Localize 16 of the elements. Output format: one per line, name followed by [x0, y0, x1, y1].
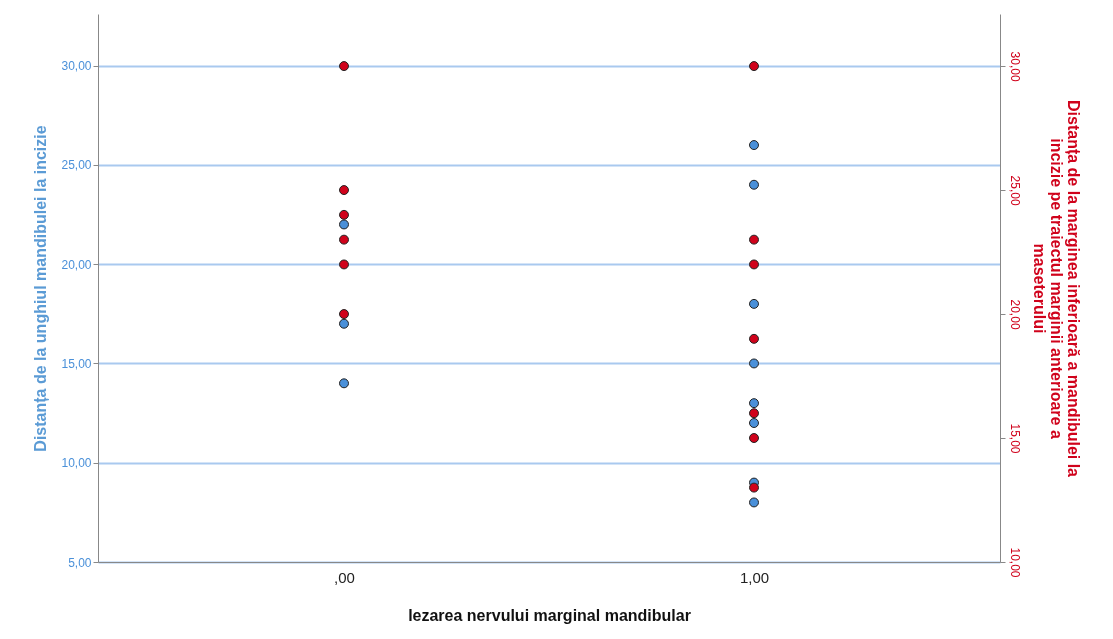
x-tick-label: ,00 — [334, 568, 355, 586]
y-tick-label: 5,00 — [68, 555, 92, 570]
y2-tick-label: 25,00 — [1007, 175, 1022, 206]
y-tick-label: 25,00 — [61, 158, 92, 173]
y2-tick-label: 10,00 — [1007, 547, 1022, 578]
y2-tick-label: 30,00 — [1007, 51, 1022, 82]
y2-tick-label: 15,00 — [1007, 423, 1022, 454]
y-axis-title: Distanța de la unghiul mandibulei la incizie — [32, 125, 50, 452]
y2-axis-title: Distanța de la marginea inferioară a mandibulei la incizie pe traiectul marginii anterioare a maseterului — [1030, 99, 1082, 478]
y2-tick-label: 20,00 — [1007, 299, 1022, 330]
x-tick-label: 1,00 — [739, 568, 770, 586]
y-tick-label: 15,00 — [61, 356, 92, 371]
y-tick-label: 10,00 — [61, 456, 92, 471]
y-tick-label: 30,00 — [61, 59, 92, 74]
y-tick-label: 20,00 — [61, 257, 92, 272]
x-axis-title: lezarea nervului marginal mandibular — [408, 606, 691, 624]
